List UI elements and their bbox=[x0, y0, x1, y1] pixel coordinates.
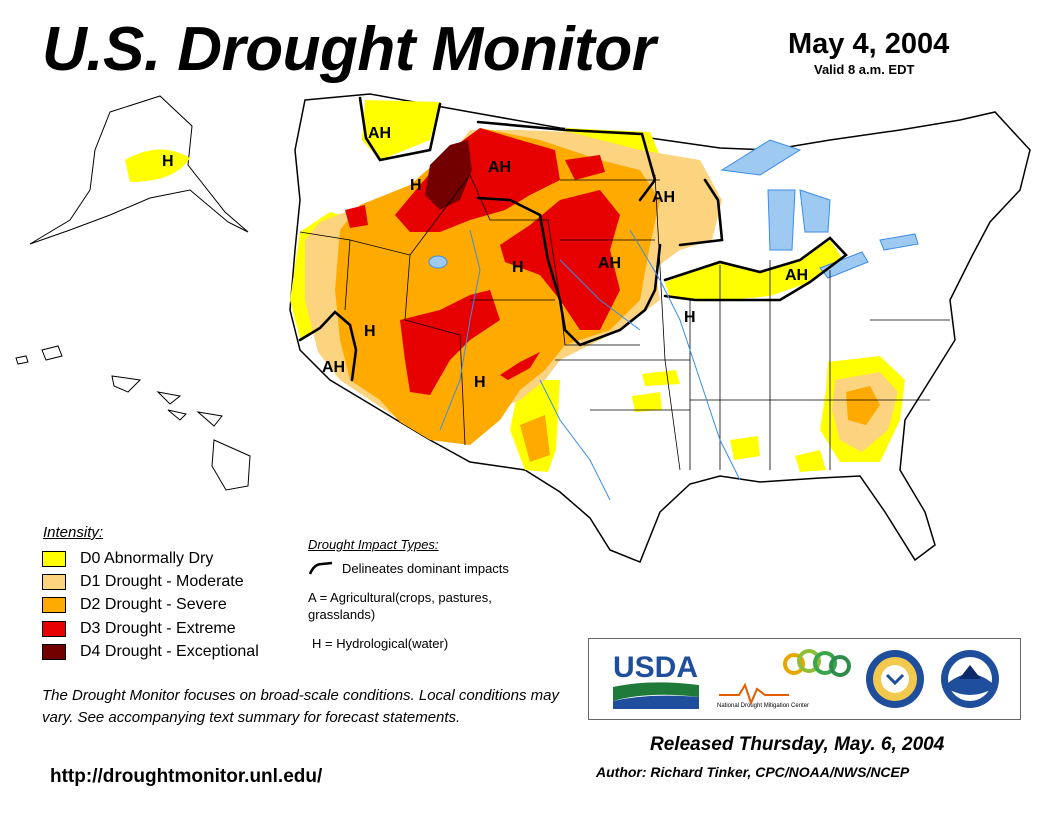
rivers bbox=[439, 229, 741, 501]
map-label: AH bbox=[488, 159, 511, 176]
impact-line-text: Delineates dominant impacts bbox=[342, 560, 509, 576]
noaa-logo-icon bbox=[941, 650, 999, 708]
alaska-d0 bbox=[125, 149, 190, 182]
map-label: AH bbox=[368, 125, 391, 142]
legend-label: D4 Drought - Exceptional bbox=[80, 643, 259, 660]
map-label: H bbox=[684, 309, 696, 326]
impact-types-title: Drought Impact Types: bbox=[308, 537, 439, 552]
legend-label: D1 Drought - Moderate bbox=[80, 573, 244, 590]
ndmc-logo-text: National Drought Mitigation Center bbox=[717, 703, 809, 709]
commerce-seal-icon bbox=[866, 650, 924, 708]
legend-item-d4: D4 Drought - Exceptional bbox=[42, 642, 259, 662]
hawaii-outline bbox=[15, 345, 251, 491]
map-label: AH bbox=[652, 189, 675, 206]
release-date: Released Thursday, May. 6, 2004 bbox=[650, 734, 945, 755]
disclaimer-text: The Drought Monitor focuses on broad-sca… bbox=[42, 687, 559, 726]
drought-d4 bbox=[425, 140, 472, 210]
map-label: H bbox=[410, 177, 422, 194]
website-link[interactable]: http://droughtmonitor.unl.edu/ bbox=[50, 766, 323, 787]
map-label: AH bbox=[785, 267, 808, 284]
partner-logos: USDA National Drought Mitigation Center bbox=[588, 638, 1021, 720]
legend-item-d2: D2 Drought - Severe bbox=[42, 595, 227, 615]
impact-boundary-lines bbox=[298, 96, 848, 382]
legend-label: D0 Abnormally Dry bbox=[80, 550, 214, 567]
impact-agricultural: A = Agricultural(crops, pastures, grassl… bbox=[308, 590, 492, 622]
great-salt-lake bbox=[428, 255, 448, 269]
map-label: H bbox=[512, 259, 524, 276]
ndmc-logo: National Drought Mitigation Center bbox=[717, 649, 851, 709]
legend-item-d1: D1 Drought - Moderate bbox=[42, 572, 244, 592]
legend-swatch bbox=[42, 551, 66, 567]
legend-swatch bbox=[42, 644, 66, 660]
legend-label: D2 Drought - Severe bbox=[80, 596, 227, 613]
impact-hydrological: H = Hydrological(water) bbox=[312, 636, 449, 651]
map-label: H bbox=[474, 374, 486, 391]
legend-swatch bbox=[42, 597, 66, 613]
legend-label: D3 Drought - Extreme bbox=[80, 620, 236, 637]
map-label: AH bbox=[598, 255, 621, 272]
impact-line-legend: Delineates dominant impacts bbox=[308, 560, 509, 576]
valid-time: Valid 8 a.m. EDT bbox=[814, 62, 915, 77]
state-borders bbox=[299, 174, 950, 471]
great-lakes bbox=[720, 139, 919, 279]
legend-swatch bbox=[42, 574, 66, 590]
usda-logo-text: USDA bbox=[613, 651, 698, 684]
map-date: May 4, 2004 bbox=[788, 28, 950, 60]
boundary-line-icon bbox=[308, 561, 333, 575]
map-label: AH bbox=[322, 359, 345, 376]
legend-item-d3: D3 Drought - Extreme bbox=[42, 619, 236, 639]
map-label: H bbox=[364, 323, 376, 340]
author-credit: Author: Richard Tinker, CPC/NOAA/NWS/NCE… bbox=[596, 764, 910, 780]
map-label: H bbox=[162, 153, 174, 170]
usda-logo: USDA bbox=[613, 651, 699, 709]
legend-item-d0: D0 Abnormally Dry bbox=[42, 549, 213, 569]
map-title: U.S. Drought Monitor bbox=[42, 15, 656, 84]
logos-graphic: USDA National Drought Mitigation Center bbox=[613, 649, 999, 709]
impact-labels: AH H AH H AH AH H AH H AH H H bbox=[162, 125, 808, 391]
legend-swatch bbox=[42, 621, 66, 637]
drought-map: AH H AH H AH AH H AH H AH H H bbox=[15, 93, 1031, 563]
legend-title: Intensity: bbox=[43, 524, 104, 541]
